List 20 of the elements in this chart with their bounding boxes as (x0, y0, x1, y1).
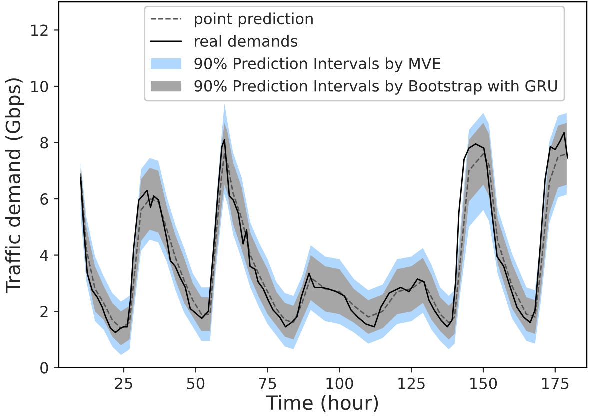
y-tick-label: 0 (40, 362, 48, 374)
legend-label: real demands (195, 35, 298, 48)
x-tick-label: 125 (398, 378, 425, 390)
y-tick-label: 10 (32, 80, 48, 93)
y-tick-label: 2 (40, 306, 48, 318)
x-tick-label: 175 (542, 378, 569, 390)
x-tick-label: 150 (470, 378, 498, 390)
y-tick-label: 8 (40, 137, 48, 149)
y-tick-label: 4 (40, 250, 48, 262)
legend-label: 90% Prediction Intervals by MVE (194, 58, 441, 72)
legend-label: 90% Prediction Intervals by Bootstrap with GRU (194, 80, 558, 95)
x-tick-label: 50 (187, 378, 205, 390)
x-tick-label: 100 (326, 378, 354, 390)
x-axis-title: Time (hour) (266, 395, 378, 412)
y-tick-label: 12 (32, 24, 48, 36)
legend-label: point prediction (195, 12, 313, 28)
y-tick-label: 6 (40, 194, 48, 206)
x-tick-label: 25 (115, 378, 132, 390)
y-axis-title: Traffic demand (Gbps) (5, 78, 24, 293)
x-tick-label: 75 (259, 378, 276, 390)
